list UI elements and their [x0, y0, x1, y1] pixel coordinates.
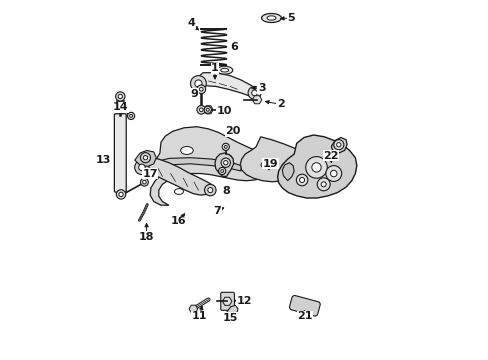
Polygon shape [150, 127, 273, 205]
Circle shape [321, 182, 325, 187]
Text: 17: 17 [142, 168, 158, 179]
FancyBboxPatch shape [114, 114, 126, 192]
Circle shape [333, 140, 343, 150]
Circle shape [336, 143, 340, 147]
Circle shape [119, 192, 123, 197]
Circle shape [142, 180, 146, 184]
FancyBboxPatch shape [289, 296, 320, 316]
Polygon shape [189, 305, 197, 312]
Text: 16: 16 [171, 216, 186, 226]
Circle shape [305, 157, 326, 178]
Text: 6: 6 [229, 42, 237, 52]
Circle shape [116, 190, 125, 199]
Polygon shape [134, 150, 156, 166]
Text: 8: 8 [222, 186, 229, 196]
Circle shape [129, 114, 132, 117]
Text: 18: 18 [139, 232, 154, 242]
Circle shape [223, 161, 227, 165]
Polygon shape [224, 305, 238, 320]
Text: 5: 5 [287, 13, 295, 23]
Text: 19: 19 [262, 159, 278, 169]
Polygon shape [215, 153, 233, 176]
Circle shape [311, 163, 321, 172]
Circle shape [140, 153, 150, 163]
Polygon shape [282, 163, 294, 181]
Text: 12: 12 [236, 296, 252, 306]
Circle shape [118, 104, 127, 112]
Circle shape [121, 106, 124, 110]
Circle shape [207, 188, 212, 193]
Circle shape [296, 174, 307, 186]
Text: 13: 13 [96, 155, 111, 165]
Circle shape [251, 90, 257, 96]
Circle shape [127, 112, 134, 120]
Polygon shape [162, 158, 241, 171]
Ellipse shape [261, 14, 281, 23]
Circle shape [204, 106, 211, 113]
Circle shape [197, 105, 205, 114]
Text: 1: 1 [211, 63, 219, 73]
Ellipse shape [221, 154, 231, 161]
Circle shape [224, 145, 227, 148]
Circle shape [204, 184, 216, 196]
Polygon shape [192, 73, 257, 96]
Polygon shape [240, 137, 306, 182]
Circle shape [330, 170, 336, 177]
Text: 7: 7 [213, 206, 221, 216]
Circle shape [299, 177, 304, 183]
FancyBboxPatch shape [220, 292, 234, 310]
Polygon shape [137, 158, 212, 195]
Circle shape [140, 178, 148, 186]
Text: 2: 2 [276, 99, 284, 109]
Ellipse shape [216, 66, 232, 74]
Circle shape [139, 164, 145, 171]
Circle shape [325, 166, 341, 181]
Ellipse shape [220, 68, 228, 72]
Circle shape [199, 87, 203, 91]
Text: 20: 20 [225, 126, 240, 136]
Circle shape [220, 170, 223, 172]
Ellipse shape [282, 162, 292, 169]
Text: 15: 15 [222, 312, 237, 323]
Circle shape [143, 156, 147, 160]
Circle shape [221, 158, 230, 167]
Circle shape [206, 108, 209, 111]
Circle shape [222, 143, 229, 150]
Ellipse shape [174, 189, 183, 194]
Text: 9: 9 [190, 89, 198, 99]
Circle shape [199, 108, 203, 112]
Circle shape [115, 92, 125, 101]
Circle shape [118, 94, 122, 99]
Circle shape [197, 85, 205, 94]
Circle shape [190, 76, 206, 91]
Circle shape [218, 167, 225, 175]
Ellipse shape [266, 16, 275, 20]
Text: 4: 4 [187, 18, 195, 28]
Text: 11: 11 [191, 311, 207, 321]
Ellipse shape [261, 162, 270, 168]
Polygon shape [222, 297, 231, 305]
Circle shape [194, 80, 202, 87]
Text: 10: 10 [217, 106, 232, 116]
Text: 3: 3 [258, 83, 265, 93]
Ellipse shape [180, 147, 193, 154]
Polygon shape [277, 135, 356, 198]
Circle shape [134, 160, 149, 175]
Polygon shape [331, 138, 346, 153]
Circle shape [247, 86, 261, 99]
Circle shape [317, 178, 329, 191]
Polygon shape [203, 106, 213, 114]
Polygon shape [252, 96, 261, 104]
Text: 21: 21 [297, 311, 312, 321]
Text: 14: 14 [112, 102, 128, 112]
Text: 22: 22 [323, 150, 338, 161]
